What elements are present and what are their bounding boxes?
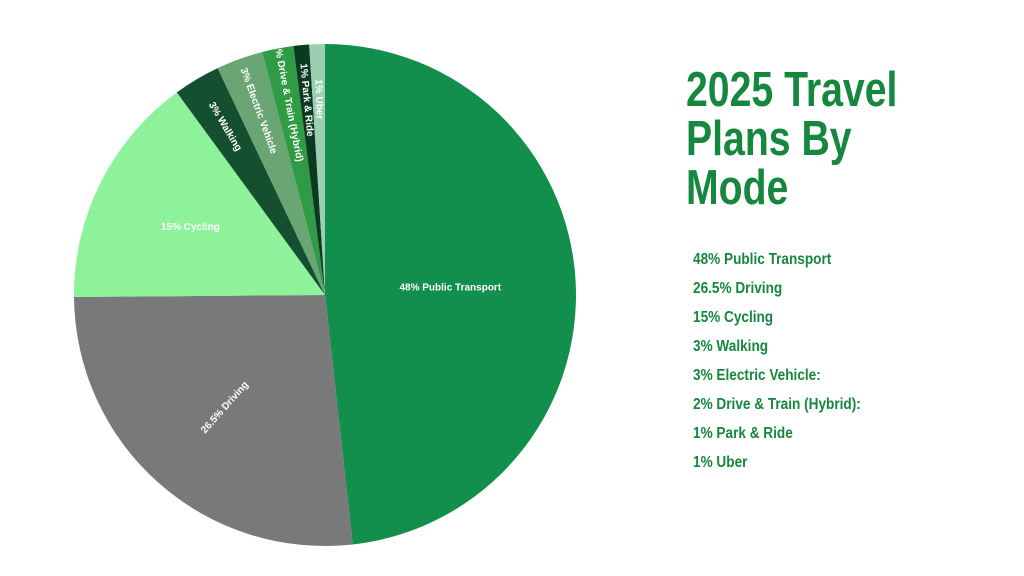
slice-label: 1% Uber [313,79,325,119]
legend-entry: 1% Uber [693,454,748,471]
slice-label: 48% Public Transport [399,283,501,294]
chart-title: 2025 Travel Plans By Mode [686,63,898,215]
pie-slice [262,45,325,295]
legend-entry: 3% Walking [693,338,769,355]
legend-entry: 15% Cycling [693,309,774,326]
legend-entry: 3% Electric Vehicle: [693,367,821,384]
legend-entry: 2% Drive & Train (Hybrid): [693,396,861,413]
pie-slice [74,92,326,297]
slice-label: 15% Cycling [161,222,220,233]
legend-entry: 26.5% Driving [693,280,783,297]
pie-slice [74,295,353,546]
pie-slice [293,44,325,296]
pie-slice [309,44,325,295]
pie-slice [325,44,576,545]
pie-slice [176,68,325,295]
legend-entry: 48% Public Transport [693,251,832,268]
pie-slice [217,51,325,295]
legend-entry: 1% Park & Ride [693,425,793,442]
legend: 48% Public Transport 26.5% Driving 15% Cyc… [693,250,890,482]
